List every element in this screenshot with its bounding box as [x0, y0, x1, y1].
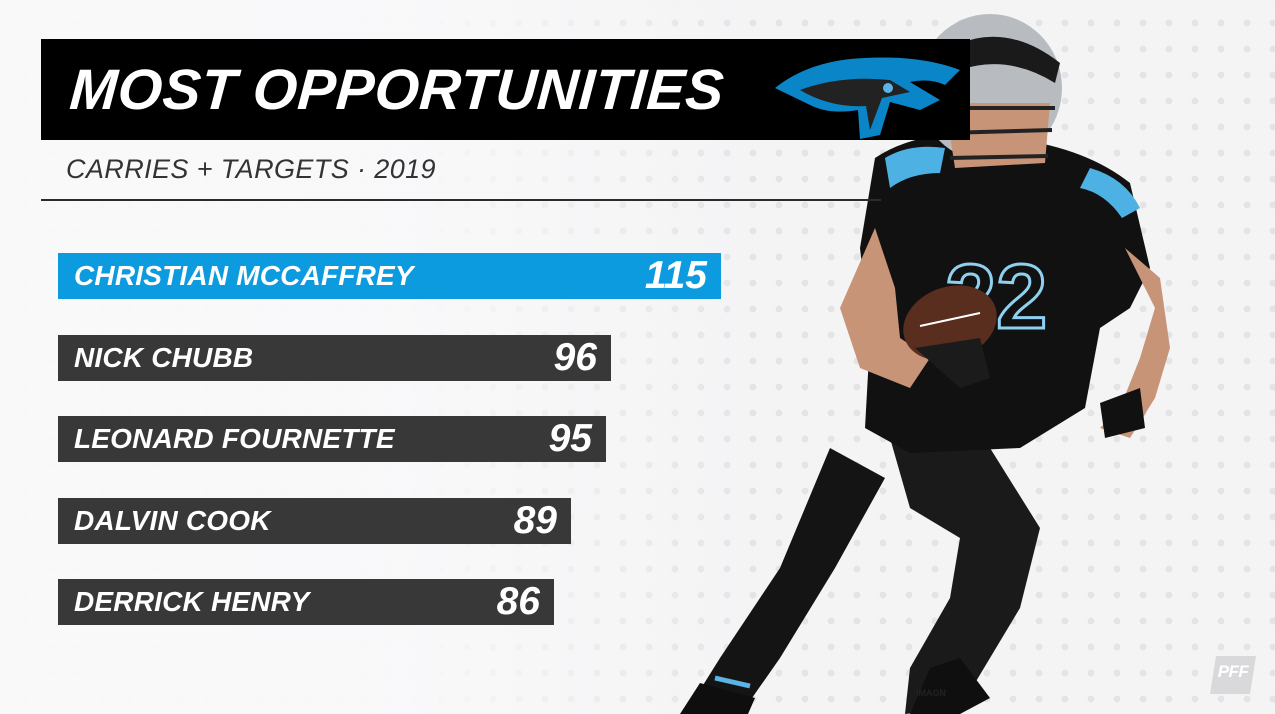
bar-label: NICK CHUBB — [74, 342, 254, 373]
bar-value-label: 96 — [553, 336, 597, 379]
bar: DALVIN COOK 89 — [58, 498, 571, 544]
bar-value-label: 86 — [496, 580, 540, 623]
player-photo: 22 — [680, 14, 1170, 714]
bar-value-label: 115 — [644, 254, 707, 297]
bar: CHRISTIAN MCCAFFREY 115 — [58, 253, 721, 299]
brand-logo-text: PFF — [1217, 662, 1249, 681]
pff-logo-icon — [1210, 656, 1256, 694]
bar-label: DALVIN COOK — [74, 505, 271, 536]
bar: DERRICK HENRY 86 — [58, 579, 554, 625]
bar-label: DERRICK HENRY — [74, 586, 310, 617]
divider-line — [41, 199, 881, 201]
bar-value-label: 95 — [548, 417, 592, 460]
bar: NICK CHUBB 96 — [58, 335, 611, 381]
bar-label: LEONARD FOURNETTE — [74, 423, 395, 454]
bar: LEONARD FOURNETTE 95 — [58, 416, 606, 462]
bar-label: CHRISTIAN MCCAFFREY — [74, 260, 414, 291]
chart-subtitle: CARRIES + TARGETS · 2019 — [66, 154, 436, 184]
chart-title: MOST OPPORTUNITIES — [67, 58, 727, 122]
photo-credit: IMAGN — [916, 688, 946, 698]
panthers-logo-icon — [775, 57, 960, 139]
bar-value-label: 89 — [513, 499, 557, 542]
